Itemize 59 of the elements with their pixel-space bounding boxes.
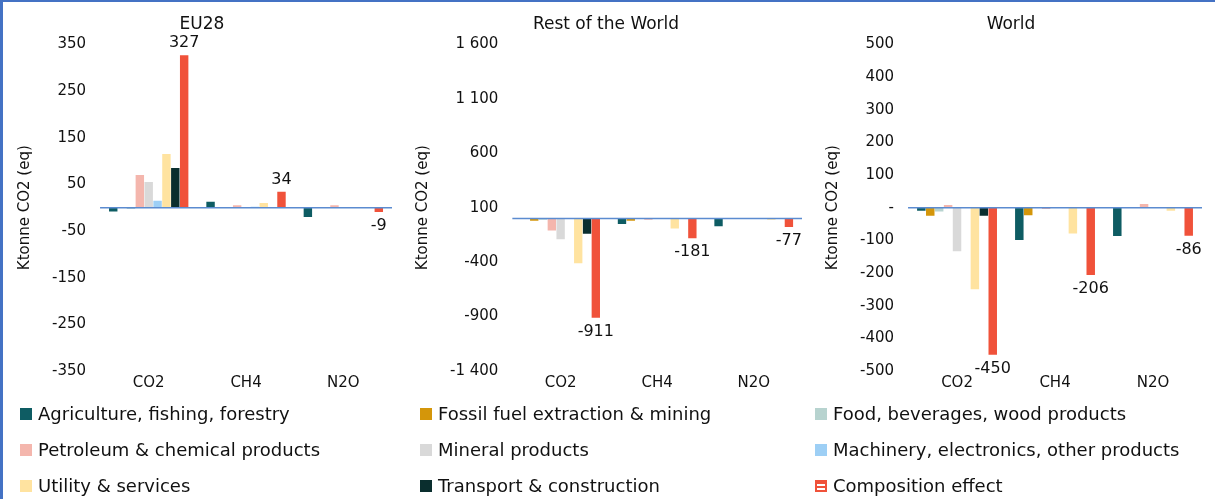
x-tick-label: CO2 bbox=[544, 372, 577, 391]
data-label: 327 bbox=[168, 32, 200, 52]
legend-label: Mineral products bbox=[438, 438, 589, 462]
y-tick-label: - bbox=[888, 197, 895, 216]
legend-label: Transport & construction bbox=[438, 474, 660, 498]
y-tick-label: 400 bbox=[865, 66, 895, 85]
y-tick-label: -200 bbox=[860, 262, 895, 281]
y-tick-label: -1 400 bbox=[450, 360, 499, 379]
data-label: -77 bbox=[775, 230, 802, 250]
chart-title: Rest of the World bbox=[532, 12, 680, 33]
data-label: -206 bbox=[1072, 278, 1109, 298]
y-tick-label: -50 bbox=[61, 220, 87, 239]
y-axis-title: Ktonne CO2 (eq) bbox=[412, 145, 431, 271]
x-tick-label: CH4 bbox=[641, 372, 673, 391]
y-tick-label: 1 600 bbox=[455, 34, 499, 53]
y-tick-label: -100 bbox=[860, 230, 895, 249]
y-tick-label: 300 bbox=[865, 99, 895, 118]
y-tick-label: 200 bbox=[865, 132, 895, 151]
x-tick-label: CO2 bbox=[132, 372, 165, 391]
data-label: -181 bbox=[674, 241, 711, 261]
x-tick-label: CH4 bbox=[230, 372, 262, 391]
y-tick-label: 50 bbox=[66, 174, 87, 193]
y-axis-title: Ktonne CO2 (eq) bbox=[14, 145, 33, 271]
legend-label: Petroleum & chemical products bbox=[38, 438, 321, 462]
data-label: 34 bbox=[271, 168, 292, 188]
legend-label: Fossil fuel extraction & mining bbox=[438, 402, 712, 426]
y-tick-label: 500 bbox=[865, 34, 895, 53]
y-tick-label: -150 bbox=[52, 267, 87, 286]
y-tick-label: 1 100 bbox=[455, 88, 499, 107]
x-tick-label: CH4 bbox=[1039, 372, 1071, 391]
y-tick-label: 100 bbox=[469, 197, 499, 216]
y-tick-label: 100 bbox=[865, 164, 895, 183]
y-tick-label: -350 bbox=[52, 360, 87, 379]
y-tick-label: 150 bbox=[57, 127, 87, 146]
x-tick-label: N2O bbox=[1136, 372, 1170, 391]
y-tick-label: 350 bbox=[57, 34, 87, 53]
y-tick-label: -300 bbox=[860, 295, 895, 314]
legend-label: Machinery, electronics, other products bbox=[833, 438, 1180, 462]
chart-title: World bbox=[986, 12, 1036, 33]
x-tick-label: N2O bbox=[327, 372, 360, 391]
y-tick-label: -500 bbox=[860, 360, 895, 379]
chart-title: EU28 bbox=[179, 12, 225, 33]
y-tick-label: 250 bbox=[57, 80, 87, 99]
x-tick-label: CO2 bbox=[941, 372, 973, 391]
data-label: -450 bbox=[974, 357, 1011, 377]
legend-label: Food, beverages, wood products bbox=[833, 402, 1127, 426]
y-tick-label: -250 bbox=[52, 314, 87, 333]
data-label: -911 bbox=[577, 320, 614, 340]
legend-label: Utility & services bbox=[38, 474, 191, 498]
data-label: -86 bbox=[1175, 238, 1202, 258]
y-tick-label: -900 bbox=[464, 306, 499, 325]
y-tick-label: -400 bbox=[860, 328, 895, 347]
legend-label: Agriculture, fishing, forestry bbox=[38, 402, 290, 426]
y-axis-title: Ktonne CO2 (eq) bbox=[822, 145, 841, 271]
y-tick-label: 600 bbox=[469, 143, 499, 162]
legend-label: Composition effect bbox=[833, 474, 1003, 498]
x-tick-label: N2O bbox=[737, 372, 771, 391]
data-label: -9 bbox=[370, 215, 387, 235]
y-tick-label: -400 bbox=[464, 252, 499, 271]
